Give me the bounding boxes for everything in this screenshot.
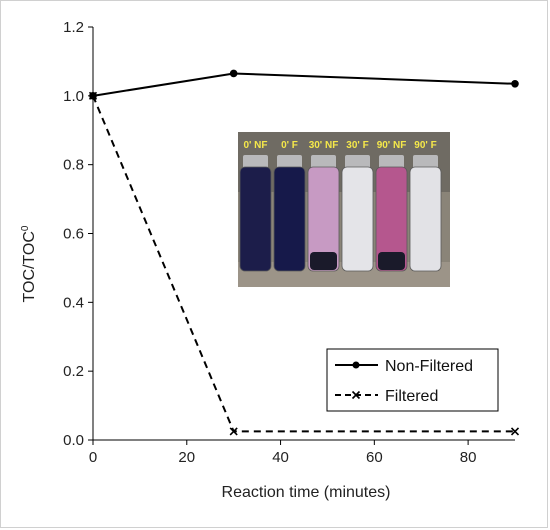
data-point-non-filtered (229, 69, 238, 78)
y-tick-label: 0.4 (63, 294, 84, 311)
x-tick-label: 60 (366, 449, 383, 466)
x-tick-label: 20 (178, 449, 195, 466)
y-tick-label: 1.0 (63, 88, 84, 105)
x-tick-label: 0 (89, 449, 97, 466)
legend-box (326, 348, 499, 412)
y-tick-label: 1.2 (63, 19, 84, 36)
vial-label: 30' NF (309, 140, 339, 151)
vial-sediment (378, 252, 405, 270)
vial (341, 166, 374, 272)
photo-labels: 0' NF 0' F 30' NF 30' F 90' NF 90' F (243, 140, 436, 151)
data-point-filtered (88, 91, 98, 100)
data-point-filtered (510, 427, 520, 436)
vial (375, 166, 408, 272)
vial (273, 166, 306, 272)
x-tick-label: 80 (460, 449, 477, 466)
vial-cap (277, 155, 302, 169)
vial-cap (311, 155, 336, 169)
vial-cap (379, 155, 404, 169)
series-line-non-filtered (92, 72, 516, 97)
y-axis-title: TOC/TOC0 (20, 225, 38, 302)
vial-label: 90' F (414, 140, 436, 151)
vial-sediment (310, 252, 337, 270)
x-axis-title: Reaction time (minutes) (222, 484, 391, 501)
vial-cap (413, 155, 438, 169)
vials-group (239, 155, 442, 272)
data-point-filtered (229, 427, 238, 436)
vial-label: 0' NF (243, 140, 267, 151)
y-axis-title-main: TOC/TOC (21, 231, 38, 302)
vial-cap (345, 155, 370, 169)
vial-label: 90' NF (377, 140, 407, 151)
tick-layer: 0.0 0.2 0.4 0.6 0.8 1.0 1.2 0 20 40 60 80 (63, 19, 476, 466)
y-tick-label: 0.6 (63, 226, 84, 243)
vial-cap (243, 155, 268, 169)
legend-marker-non-filtered (352, 361, 360, 369)
vial-label: 0' F (281, 140, 298, 151)
y-tick-label: 0.8 (63, 157, 84, 174)
y-tick-label: 0.0 (63, 432, 84, 449)
vial-label: 30' F (346, 140, 368, 151)
y-tick-label: 0.2 (63, 363, 84, 380)
data-point-non-filtered (511, 79, 519, 88)
inset-photo: 0' NF 0' F 30' NF 30' F 90' NF 90' F (238, 132, 450, 287)
x-tick-label: 40 (272, 449, 289, 466)
series-layer (88, 69, 520, 436)
vial (307, 166, 340, 272)
legend-label-filtered: Filtered (385, 388, 438, 405)
vial (409, 166, 442, 272)
legend-label-non-filtered: Non-Filtered (385, 358, 473, 375)
y-axis-title-superscript: 0 (20, 225, 31, 231)
legend-marker-filtered (351, 390, 361, 400)
legend: Non-Filtered Filtered (326, 348, 499, 412)
vial (239, 166, 272, 272)
